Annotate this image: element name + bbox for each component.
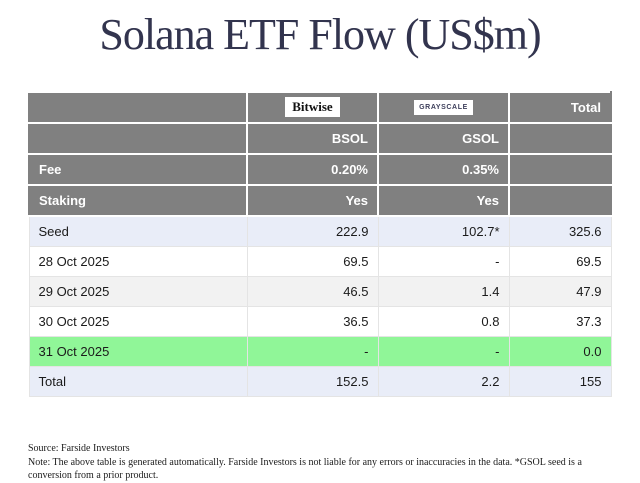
- total-value: 155: [508, 365, 612, 397]
- gsol-value: -: [377, 335, 510, 367]
- gsol-value: 1.4: [377, 275, 510, 307]
- row-label: Staking: [28, 183, 248, 217]
- row-label: 30 Oct 2025: [28, 305, 248, 337]
- bsol-value: 152.5: [246, 365, 379, 397]
- row-label: Fee: [28, 152, 248, 186]
- header-empty-cell: [28, 121, 248, 155]
- gsol-value: 102.7*: [377, 215, 510, 247]
- etf-flow-table: Bitwise GRAYSCALE Total BSOL GSOL Fee 0.…: [28, 90, 612, 397]
- table-row-31-oct: 31 Oct 2025 - - 0.0: [28, 335, 612, 367]
- total-value: 37.3: [508, 305, 612, 337]
- staking-row: Staking Yes Yes: [28, 183, 612, 217]
- bsol-value: 36.5: [246, 305, 379, 337]
- bsol-value: -: [246, 335, 379, 367]
- grayscale-logo-cell: GRAYSCALE: [377, 90, 510, 124]
- bitwise-logo: Bitwise: [285, 97, 340, 118]
- bsol-value: 222.9: [246, 215, 379, 247]
- table-row-29-oct: 29 Oct 2025 46.5 1.4 47.9: [28, 275, 612, 307]
- table-row-28-oct: 28 Oct 2025 69.5 - 69.5: [28, 245, 612, 277]
- total-value: 47.9: [508, 275, 612, 307]
- table-row-seed: Seed 222.9 102.7* 325.6: [28, 215, 612, 247]
- bsol-value: 46.5: [246, 275, 379, 307]
- gsol-fee: 0.35%: [377, 152, 510, 186]
- bsol-fee: 0.20%: [246, 152, 379, 186]
- total-value: 0.0: [508, 335, 612, 367]
- grayscale-logo: GRAYSCALE: [414, 100, 473, 116]
- total-staking: [508, 183, 612, 217]
- gsol-value: 0.8: [377, 305, 510, 337]
- bsol-staking: Yes: [246, 183, 379, 217]
- gsol-value: 2.2: [377, 365, 510, 397]
- source-text: Source: Farside Investors: [28, 443, 130, 454]
- row-label: Seed: [28, 215, 248, 247]
- bitwise-logo-cell: Bitwise: [246, 90, 379, 124]
- header-row-logos: Bitwise GRAYSCALE Total: [28, 90, 612, 124]
- row-label: 28 Oct 2025: [28, 245, 248, 277]
- fee-row: Fee 0.20% 0.35%: [28, 152, 612, 186]
- header-empty-cell: [508, 121, 612, 155]
- note-text: Note: The above table is generated autom…: [28, 456, 582, 482]
- gsol-ticker-header: GSOL: [377, 121, 510, 155]
- total-fee: [508, 152, 612, 186]
- page-title: Solana ETF Flow (US$m): [99, 10, 541, 59]
- row-label: 29 Oct 2025: [28, 275, 248, 307]
- table-row-30-oct: 30 Oct 2025 36.5 0.8 37.3: [28, 305, 612, 337]
- bsol-value: 69.5: [246, 245, 379, 277]
- header-empty-cell: [28, 90, 248, 124]
- footer: Source: Farside Investors Note: The abov…: [28, 442, 618, 483]
- row-label: 31 Oct 2025: [28, 335, 248, 367]
- row-label: Total: [28, 365, 248, 397]
- gsol-value: -: [377, 245, 510, 277]
- table-row-total: Total 152.5 2.2 155: [28, 365, 612, 397]
- total-value: 69.5: [508, 245, 612, 277]
- total-column-header: Total: [508, 90, 612, 124]
- header-row-tickers: BSOL GSOL: [28, 121, 612, 155]
- gsol-staking: Yes: [377, 183, 510, 217]
- total-value: 325.6: [508, 215, 612, 247]
- bsol-ticker-header: BSOL: [246, 121, 379, 155]
